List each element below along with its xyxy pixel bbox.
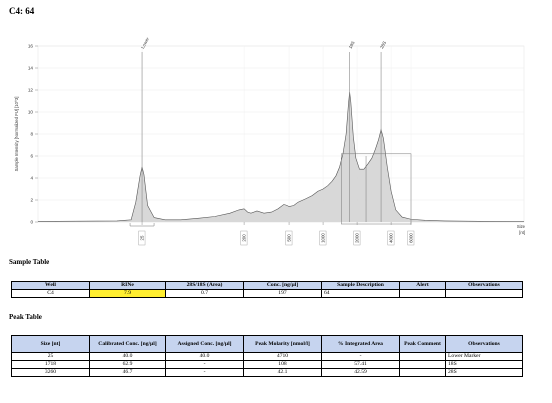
x-tick-label: 2000	[355, 233, 360, 243]
y-tick-label: 4	[30, 176, 33, 181]
x-tick-label-box	[353, 230, 361, 246]
x-tick-label: 1000	[321, 233, 326, 243]
x-tick-label-box	[240, 230, 248, 246]
x-tick-label-box	[319, 230, 327, 246]
sample-table-header-cell: Sample Description	[321, 281, 400, 290]
peak-table-cell: 42.1	[243, 368, 322, 377]
y-tick-label: 10	[28, 110, 34, 115]
x-tick-label: 6000	[409, 233, 414, 243]
y-tick-label: 14	[28, 66, 34, 71]
x-tick-label: 4000	[389, 233, 394, 243]
peak-marker-label: 18S	[348, 40, 356, 49]
trace-area	[38, 92, 524, 222]
sample-table: Well RINe 28S/18S (Area) Conc. [ng/µl] Sampl…	[11, 281, 523, 298]
peak-table-cell: 4710	[243, 352, 322, 361]
peak-table-cell: -	[165, 368, 244, 377]
peak-table-cell: 42.59	[321, 368, 400, 377]
sample-table-cell	[445, 289, 523, 298]
peak-table-header-cell: Peak Molarity [nmol/l]	[243, 335, 322, 353]
peak-table-cell: 108	[243, 360, 322, 369]
sample-table-cell: C4	[11, 289, 90, 298]
sample-table-header-cell: Observations	[445, 281, 523, 290]
peak-marker-label: Lower	[140, 36, 150, 49]
x-tick-label-box	[407, 230, 415, 246]
sample-table-header-cell: 28S/18S (Area)	[165, 281, 244, 290]
x-tick-label: 25	[140, 235, 145, 240]
table-row: 25 40.0 40.0 4710- Lower Marker	[11, 352, 523, 361]
peak-table-header-cell: Calibrated Conc. [ng/µl]	[89, 335, 166, 353]
sample-table-cell: 0.7	[165, 289, 244, 298]
peak-table-cell	[399, 360, 446, 369]
peak-table-header-cell: Size [nt]	[11, 335, 90, 353]
x-tick-label: 200	[242, 234, 247, 242]
sample-table-cell: 64	[321, 289, 400, 298]
x-tick-label-group: 2000	[353, 230, 361, 246]
peak-table-cell: 25	[11, 352, 90, 361]
peak-table-cell: 62.9	[89, 360, 166, 369]
x-tick-label-group: 4000	[387, 230, 395, 246]
x-tick-label-box	[285, 230, 293, 246]
y-tick-label: 12	[28, 88, 34, 93]
table-row: 3260 46.7-42.1 42.59 28S	[11, 368, 523, 377]
sample-table-cell	[399, 289, 446, 298]
sample-table-header-cell: Alert	[399, 281, 446, 290]
peak-table-cell: 3260	[11, 368, 90, 377]
x-tick-label-group: 6000	[407, 230, 415, 246]
peak-table-header-cell: Peak Comment	[399, 335, 446, 353]
sample-table-cell: 197	[243, 289, 322, 298]
y-axis-label: Sample Intensity [Normalized FU] [10^3]	[14, 97, 19, 172]
peak-table-header-cell: Observations	[445, 335, 523, 353]
peak-table-cell: 18S	[445, 360, 523, 369]
x-tick-label-group: 500	[285, 230, 293, 246]
x-axis-label: Size	[517, 224, 526, 229]
sample-table-header-cell: RINe	[89, 281, 166, 290]
lower-marker-bracket	[129, 223, 155, 227]
peak-table-header-row: Size [nt] Calibrated Conc. [ng/µl] Assigne…	[11, 335, 523, 353]
electropherogram-chart: 0 2 4 6 8 10 12 14 16 Sample Intensity [Normalize…	[14, 36, 526, 246]
sample-table-header-cell: Conc. [ng/µl]	[243, 281, 322, 290]
sample-table-header-cell: Well	[11, 281, 90, 290]
x-tick-label-group: 1000	[319, 230, 327, 246]
peak-table-title: Peak Table	[9, 313, 42, 321]
peak-marker-label: 28S	[379, 40, 387, 49]
x-tick-label-group: 200	[240, 230, 248, 246]
x-tick-label-box	[138, 230, 146, 246]
integration-region	[341, 153, 412, 225]
x-tick-label-group: 25	[138, 230, 146, 246]
peak-table-cell: 1718	[11, 360, 90, 369]
peak-table-cell: Lower Marker	[445, 352, 523, 361]
peak-table-cell: 46.7	[89, 368, 166, 377]
peak-table-cell: 40.0	[165, 352, 244, 361]
trace-line	[37, 92, 525, 222]
peak-table-header-cell: % Integrated Area	[321, 335, 400, 353]
x-tick-label-box	[387, 230, 395, 246]
y-tick-label: 2	[30, 198, 33, 203]
peak-table-cell: -	[165, 360, 244, 369]
peak-table: Size [nt] Calibrated Conc. [ng/µl] Assigne…	[11, 335, 523, 377]
table-row: 1718 62.9-108 57.41 18S	[11, 360, 523, 369]
sample-table-header-row: Well RINe 28S/18S (Area) Conc. [ng/µl] Sampl…	[11, 281, 523, 290]
peak-table-cell: 57.41	[321, 360, 400, 369]
peak-table-cell: 28S	[445, 368, 523, 377]
peak-table-cell	[399, 352, 446, 361]
sample-table-title: Sample Table	[9, 258, 50, 266]
peak-table-cell: -	[321, 352, 400, 361]
page-title: C4: 64	[9, 6, 35, 16]
x-axis-label-unit: [nt]	[519, 230, 525, 235]
peak-table-cell: 40.0	[89, 352, 166, 361]
peak-table-cell	[399, 368, 446, 377]
y-tick-label: 6	[30, 154, 33, 159]
table-row: C4 7.9 0.7 197 64	[11, 289, 523, 298]
y-tick-label: 8	[30, 132, 33, 137]
sample-table-cell: 7.9	[89, 289, 166, 298]
x-tick-label: 500	[287, 234, 292, 242]
peak-table-header-cell: Assigned Conc. [ng/µl]	[165, 335, 244, 353]
y-tick-label: 0	[30, 220, 33, 225]
y-tick-label: 16	[28, 44, 34, 49]
